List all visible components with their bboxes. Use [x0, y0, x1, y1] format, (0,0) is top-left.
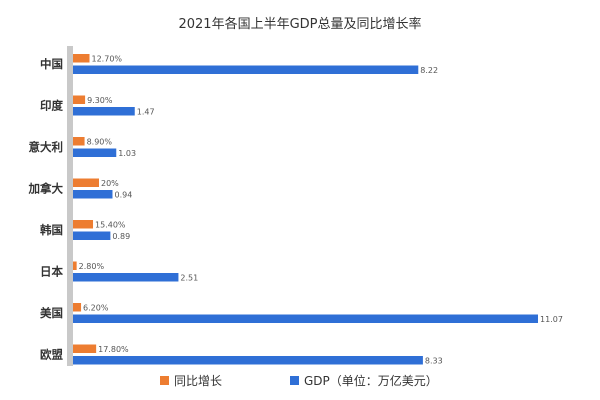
value-label-gdp: 8.22	[420, 66, 438, 75]
bar-growth	[73, 95, 86, 104]
value-label-gdp: 1.47	[137, 108, 155, 117]
category-label: 日本	[40, 265, 63, 279]
bar-gdp	[73, 314, 538, 323]
value-label-growth: 15.40%	[95, 221, 126, 230]
bar-gdp	[73, 273, 179, 282]
value-label-growth: 6.20%	[83, 304, 109, 313]
category-label: 欧盟	[40, 348, 63, 362]
y-axis	[67, 46, 73, 366]
bar-gdp	[73, 148, 117, 157]
bar-growth	[73, 54, 90, 63]
bar-growth	[73, 344, 97, 353]
category-label: 印度	[40, 99, 63, 113]
value-label-gdp: 2.51	[180, 274, 198, 283]
value-label-growth: 8.90%	[87, 138, 113, 147]
bar-gdp	[73, 65, 419, 74]
value-label-growth: 17.80%	[98, 345, 129, 354]
legend: 同比增长 GDP（单位：万亿美元）	[160, 373, 438, 388]
category-label: 中国	[40, 57, 63, 71]
category-label: 美国	[40, 306, 63, 320]
value-label-growth: 20%	[101, 179, 119, 188]
legend-label: 同比增长	[174, 374, 222, 388]
legend-swatch	[160, 376, 169, 385]
category-label: 韩国	[40, 223, 63, 237]
value-label-gdp: 0.94	[114, 191, 132, 200]
value-label-gdp: 8.33	[425, 357, 443, 366]
bar-growth	[73, 220, 94, 229]
value-label-gdp: 0.89	[112, 232, 130, 241]
legend-swatch	[290, 376, 299, 385]
category-label: 加拿大	[28, 182, 64, 196]
legend-item-growth: 同比增长	[160, 374, 222, 388]
bar-gdp	[73, 231, 111, 240]
bar-growth	[73, 178, 99, 187]
value-labels: 12.70% 8.22 9.30% 1.47 8.90% 1.03 20% 0.94 15.40…	[79, 55, 563, 366]
legend-item-gdp: GDP（单位：万亿美元）	[290, 373, 438, 388]
value-label-gdp: 11.07	[540, 315, 563, 324]
value-label-growth: 9.30%	[87, 96, 113, 105]
bar-growth	[73, 303, 82, 312]
bar-growth	[73, 137, 85, 146]
category-label: 意大利	[29, 140, 64, 154]
value-label-growth: 2.80%	[79, 262, 105, 271]
bars	[73, 54, 538, 365]
bar-growth	[73, 261, 77, 270]
chart-title: 2021年各国上半年GDP总量及同比增长率	[178, 16, 421, 32]
bar-gdp	[73, 356, 423, 365]
value-label-gdp: 1.03	[118, 149, 136, 158]
bar-gdp	[73, 107, 135, 116]
value-label-growth: 12.70%	[92, 55, 123, 64]
legend-label: GDP（单位：万亿美元）	[304, 373, 438, 388]
bar-gdp	[73, 190, 113, 199]
